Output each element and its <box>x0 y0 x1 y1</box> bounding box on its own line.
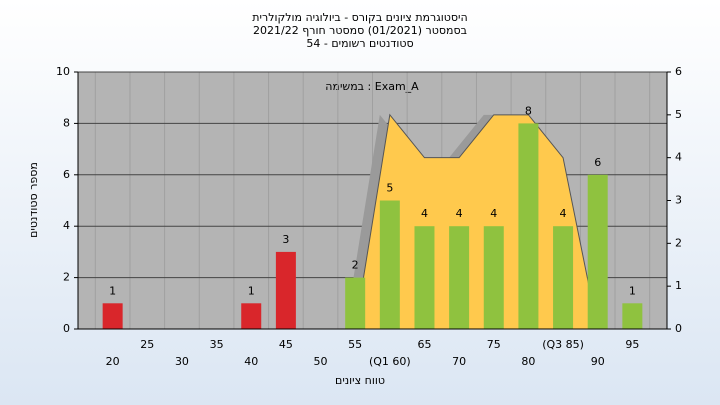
y-tick-label: 10 <box>56 65 70 78</box>
x-tick-label: 80 <box>521 355 535 368</box>
y-tick-label: 8 <box>63 116 70 129</box>
title-line: בסמסטר (01/2021) סמסטר חורף 2021/22 <box>253 24 467 37</box>
x-tick-label: 90 <box>591 355 605 368</box>
bar <box>622 303 643 329</box>
data-label: 4 <box>490 207 497 220</box>
y2-tick-label: 5 <box>675 108 682 121</box>
x-axis-label: טווח ציונים <box>335 374 385 387</box>
data-label: 5 <box>386 182 393 195</box>
bar <box>587 174 608 329</box>
x-tick-label: 55 <box>348 338 362 351</box>
x-tick-label: 75 <box>487 338 501 351</box>
bar <box>241 303 262 329</box>
y2-tick-label: 0 <box>675 322 682 335</box>
title-line: היסטוגרמת ציונים בקורס - ביולוגיה מולקול… <box>252 11 467 24</box>
bar <box>275 251 296 329</box>
x-tick-label: 50 <box>314 355 328 368</box>
y-tick-label: 6 <box>63 168 70 181</box>
bar <box>553 226 574 329</box>
data-label: 4 <box>421 207 428 220</box>
y2-tick-label: 4 <box>675 151 682 164</box>
bar <box>379 200 400 329</box>
title-line: סטודנטים רשומים - 54 <box>306 37 413 50</box>
x-tick-label: 65 <box>417 338 431 351</box>
x-tick-label: 25 <box>140 338 154 351</box>
bar <box>449 226 470 329</box>
x-tick-label: 70 <box>452 355 466 368</box>
x-tick-label: (Q3 85) <box>542 338 584 351</box>
x-tick-label: 95 <box>625 338 639 351</box>
data-label: 4 <box>560 207 567 220</box>
bar <box>518 123 539 330</box>
data-label: 1 <box>109 284 116 297</box>
bar <box>102 303 123 329</box>
y2-tick-label: 6 <box>675 65 682 78</box>
bar <box>483 226 504 329</box>
x-tick-label: (Q1 60) <box>369 355 411 368</box>
x-tick-label: 30 <box>175 355 189 368</box>
y-axis-label: מספר סטודנטים <box>27 162 40 238</box>
data-label: 1 <box>248 284 255 297</box>
y2-tick-label: 3 <box>675 194 682 207</box>
y-tick-label: 2 <box>63 271 70 284</box>
x-tick-label: 45 <box>279 338 293 351</box>
y-tick-label: 0 <box>63 322 70 335</box>
bar <box>345 277 366 329</box>
data-label: 4 <box>456 207 463 220</box>
y-tick-label: 4 <box>63 219 70 232</box>
data-label: 2 <box>352 259 359 272</box>
y2-tick-label: 2 <box>675 236 682 249</box>
data-label: 8 <box>525 104 532 117</box>
x-tick-label: 20 <box>106 355 120 368</box>
x-tick-label: 35 <box>210 338 224 351</box>
bar <box>414 226 435 329</box>
x-tick-label: 40 <box>244 355 258 368</box>
y2-tick-label: 1 <box>675 279 682 292</box>
data-label: 6 <box>594 156 601 169</box>
data-label: 1 <box>629 284 636 297</box>
data-label: 3 <box>282 233 289 246</box>
